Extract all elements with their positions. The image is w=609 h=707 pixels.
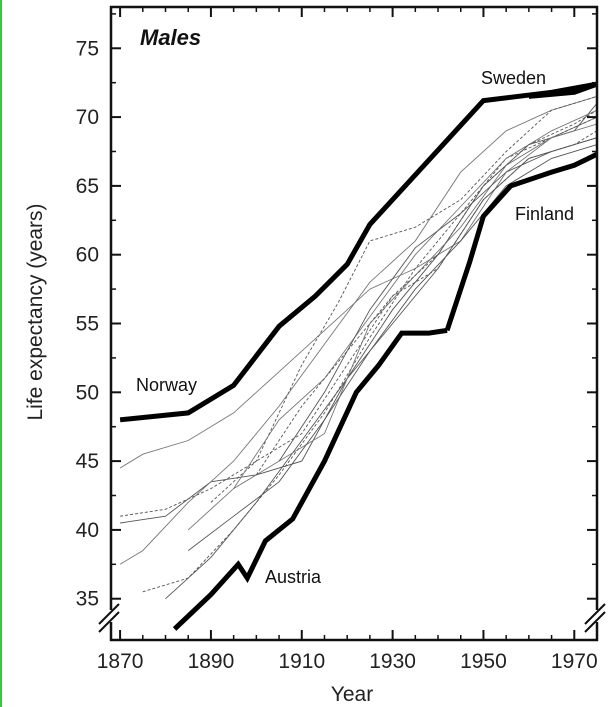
y-axis-break-mark-right [584, 603, 606, 625]
y-tick-label: 75 [76, 37, 99, 60]
x-axis-title: Year [331, 683, 373, 706]
x-tick-label: 1890 [188, 650, 235, 673]
y-axis-break-mark [98, 603, 120, 625]
background-series-line [278, 137, 598, 462]
left-border-strip [0, 0, 2, 707]
y-axis-break-mark-right [584, 611, 606, 633]
y-tick-label: 60 [76, 244, 99, 267]
series-line-norway [119, 81, 598, 423]
background-series-line [120, 103, 598, 524]
background-series-line [255, 109, 598, 476]
series-label-bg [512, 204, 589, 225]
y-axis-break-mask [107, 610, 115, 622]
y-tick-label: 65 [76, 175, 99, 198]
series-label-finland: Finland [515, 204, 574, 224]
x-tick-label: 1930 [369, 650, 416, 673]
series-label-sweden: Sweden [481, 68, 546, 88]
series-line-sweden [528, 81, 598, 99]
x-tick-label: 1870 [97, 650, 144, 673]
series-label-austria: Austria [265, 567, 322, 587]
series-line-austria [172, 327, 448, 631]
chart-title: Males [140, 25, 201, 50]
y-axis-break-mark [98, 611, 120, 633]
plot-frame [109, 5, 599, 642]
series-label-bg [478, 68, 544, 89]
x-tick-label: 1910 [278, 650, 325, 673]
background-series-line [119, 95, 598, 565]
background-series-line [165, 137, 598, 600]
y-tick-label: 45 [76, 450, 99, 473]
background-series-line [119, 116, 598, 469]
y-tick-label: 70 [76, 106, 99, 129]
background-series-line [142, 116, 598, 593]
y-axis-break-mask-right [593, 610, 601, 622]
background-series-line [233, 109, 598, 489]
y-tick-label: 35 [76, 588, 99, 611]
background-series-line [187, 144, 598, 551]
background-series-line [187, 123, 598, 531]
y-tick-label: 50 [76, 381, 99, 404]
series-label-norway: Norway [136, 375, 197, 395]
x-tick-label: 1950 [460, 650, 507, 673]
highlighted-series-group [119, 81, 599, 631]
y-tick-label: 40 [76, 519, 99, 542]
axes-group: 35 40 45 50 55 60 65 70 75 1870 1890 1910 1930 1950 19… [76, 5, 606, 673]
background-series-line [210, 95, 598, 503]
x-tick-label: 1970 [551, 650, 598, 673]
background-series-line [120, 130, 598, 517]
series-line-finland [444, 151, 599, 332]
series-labels-group: Norway Sweden Finland Austria [136, 68, 589, 587]
y-axis-title: Life expectancy (years) [24, 203, 47, 420]
y-tick-label: 55 [76, 313, 99, 336]
background-series-group [119, 95, 598, 600]
